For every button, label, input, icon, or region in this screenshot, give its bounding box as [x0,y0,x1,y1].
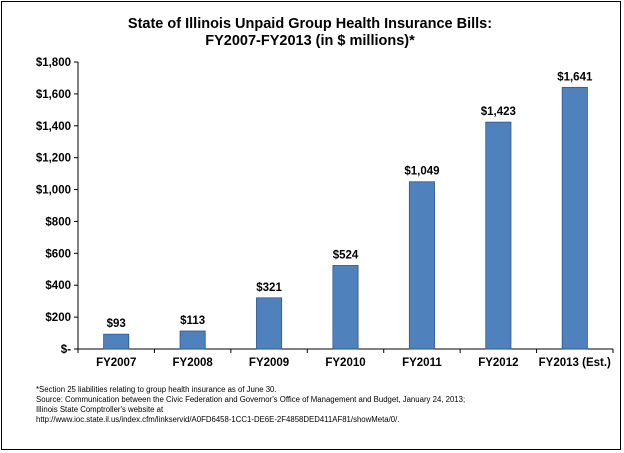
data-label: $93 [107,318,126,330]
x-tick-label: FY2010 [325,357,365,369]
footnote-line-2: Source: Communication between the Civic … [36,395,466,404]
y-tick-label: $1,000 [36,185,71,197]
footnote-line-4: http://www.ioc.state.il.us/index.cfm/lin… [36,415,400,424]
y-tick-label: $1,600 [36,89,71,101]
data-label: $1,641 [557,71,593,83]
y-tick-label: $1,400 [36,121,71,133]
x-tick-label: FY2011 [402,357,442,369]
bar [103,333,130,350]
data-label: $524 [333,249,359,261]
data-label: $321 [256,282,282,294]
x-tick-label: FY2007 [96,357,136,369]
bar [561,86,588,350]
footnote-line-3: Illinois State Comptroller's website at [36,405,164,414]
y-tick-label: $600 [45,248,71,260]
bar [256,297,283,350]
data-label: $113 [180,315,205,327]
data-label: $1,049 [404,166,439,178]
bar [179,330,206,350]
x-tick-label: FY2009 [249,357,289,369]
y-tick-label: $1,200 [36,153,71,165]
y-tick-label: $400 [45,280,71,292]
bar [332,265,359,350]
x-tick-label: FY2008 [173,357,214,369]
x-tick-label: FY2013 (Est.) [539,357,611,369]
y-tick-label: $800 [45,216,71,228]
x-tick-label: FY2012 [478,357,518,369]
chart-subtitle: FY2007-FY2013 (in $ millions)* [205,33,415,49]
plot-area: $- $200 $400 $600 $800 $1,000 $1,200 $1,400 $1,6… [36,57,614,369]
footnote-line-1: *Section 25 liabilities relating to grou… [36,385,277,394]
bar [485,121,512,350]
y-tick-label: $1,800 [36,57,71,69]
chart-title: State of Illinois Unpaid Group Health In… [128,16,492,32]
bar [408,181,435,350]
y-tick-label: $200 [45,312,71,324]
y-tick-label: $- [61,344,71,356]
data-label: $1,423 [481,106,516,118]
